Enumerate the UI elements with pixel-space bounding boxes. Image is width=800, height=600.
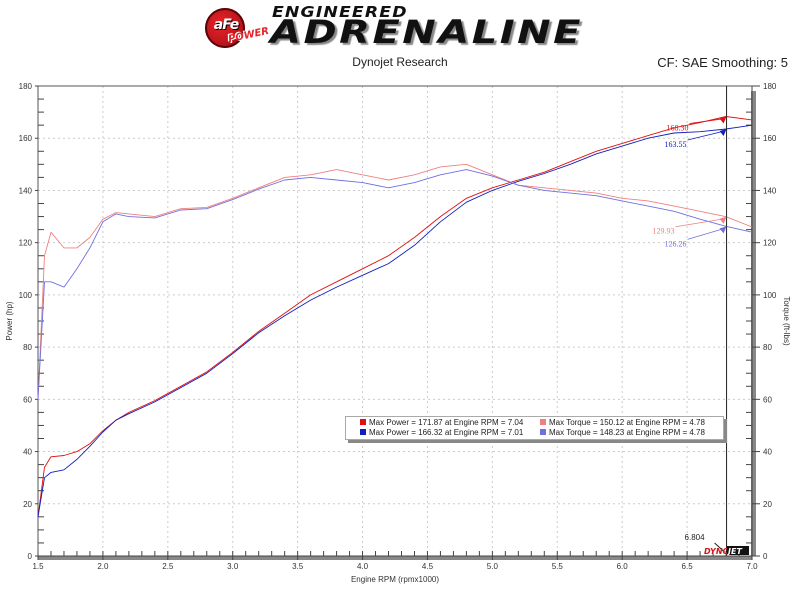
correction-factor: CF: SAE Smoothing: 5	[657, 55, 788, 70]
svg-text:0: 0	[28, 552, 33, 561]
svg-text:Torque (ft-lbs): Torque (ft-lbs)	[782, 296, 791, 346]
svg-text:180: 180	[763, 82, 777, 91]
series-line	[37, 116, 753, 517]
svg-text:20: 20	[763, 500, 772, 509]
legend-swatch	[360, 428, 366, 435]
svg-text:120: 120	[763, 239, 777, 248]
svg-text:163.55: 163.55	[665, 140, 687, 149]
chart-legend: Max Power = 171.87 at Engine RPM = 7.04 …	[345, 416, 724, 440]
svg-text:160: 160	[19, 134, 33, 143]
legend-item: Max Power = 166.32 at Engine RPM = 7.01	[360, 428, 523, 438]
axes: 0 20 40 60 80 100 120 140 160 180 0 20 40 60 80 100 120 1…	[5, 82, 791, 584]
svg-text:180: 180	[19, 82, 33, 91]
svg-text:2.5: 2.5	[162, 562, 174, 571]
svg-text:5.0: 5.0	[487, 562, 499, 571]
series-line	[37, 169, 753, 400]
series-line	[37, 163, 753, 400]
svg-text:120: 120	[19, 239, 33, 248]
series-line	[37, 124, 753, 517]
svg-text:100: 100	[763, 291, 777, 300]
svg-text:6.0: 6.0	[617, 562, 629, 571]
svg-text:60: 60	[23, 395, 32, 404]
svg-text:6.804: 6.804	[685, 533, 706, 542]
svg-text:140: 140	[19, 186, 33, 195]
legend-item: Max Torque = 150.12 at Engine RPM = 4.78	[540, 418, 705, 428]
svg-text:160: 160	[763, 134, 777, 143]
legend-swatch	[540, 418, 546, 425]
legend-item: Max Power = 171.87 at Engine RPM = 7.04	[360, 418, 523, 428]
svg-text:40: 40	[23, 448, 32, 457]
svg-text:0: 0	[763, 552, 768, 561]
svg-text:1.5: 1.5	[32, 562, 44, 571]
grid-lines	[38, 86, 752, 556]
svg-text:140: 140	[763, 186, 777, 195]
svg-text:Power (hp): Power (hp)	[5, 301, 14, 340]
dynojet-watermark: DYNO	[704, 547, 730, 556]
data-series	[37, 116, 753, 517]
svg-text:129.93: 129.93	[653, 227, 675, 236]
svg-text:168.30: 168.30	[667, 124, 689, 133]
legend-swatch	[540, 428, 546, 435]
svg-text:20: 20	[23, 500, 32, 509]
svg-text:Engine RPM (rpmx1000): Engine RPM (rpmx1000)	[351, 575, 439, 584]
brand-text: aFe	[213, 17, 239, 33]
svg-text:3.5: 3.5	[292, 562, 304, 571]
svg-text:4.0: 4.0	[357, 562, 369, 571]
svg-text:4.5: 4.5	[422, 562, 434, 571]
svg-text:5.5: 5.5	[552, 562, 564, 571]
legend-swatch	[360, 418, 366, 425]
svg-text:2.0: 2.0	[97, 562, 109, 571]
tagline-main: ADRENALINE	[270, 13, 583, 51]
svg-text:6.5: 6.5	[682, 562, 694, 571]
tagline-top: ENGINEERED	[272, 3, 408, 21]
legend-item: Max Torque = 148.23 at Engine RPM = 4.78	[540, 428, 705, 438]
chart-subtitle: Dynojet Research	[352, 55, 448, 69]
svg-text:80: 80	[23, 343, 32, 352]
svg-text:7.0: 7.0	[746, 562, 758, 571]
svg-text:JET: JET	[726, 547, 742, 556]
svg-text:126.26: 126.26	[665, 239, 687, 248]
svg-text:80: 80	[763, 343, 772, 352]
afe-logo-icon	[205, 8, 245, 48]
svg-text:100: 100	[19, 291, 33, 300]
svg-text:40: 40	[763, 448, 772, 457]
svg-text:60: 60	[763, 395, 772, 404]
svg-text:3.0: 3.0	[227, 562, 239, 571]
